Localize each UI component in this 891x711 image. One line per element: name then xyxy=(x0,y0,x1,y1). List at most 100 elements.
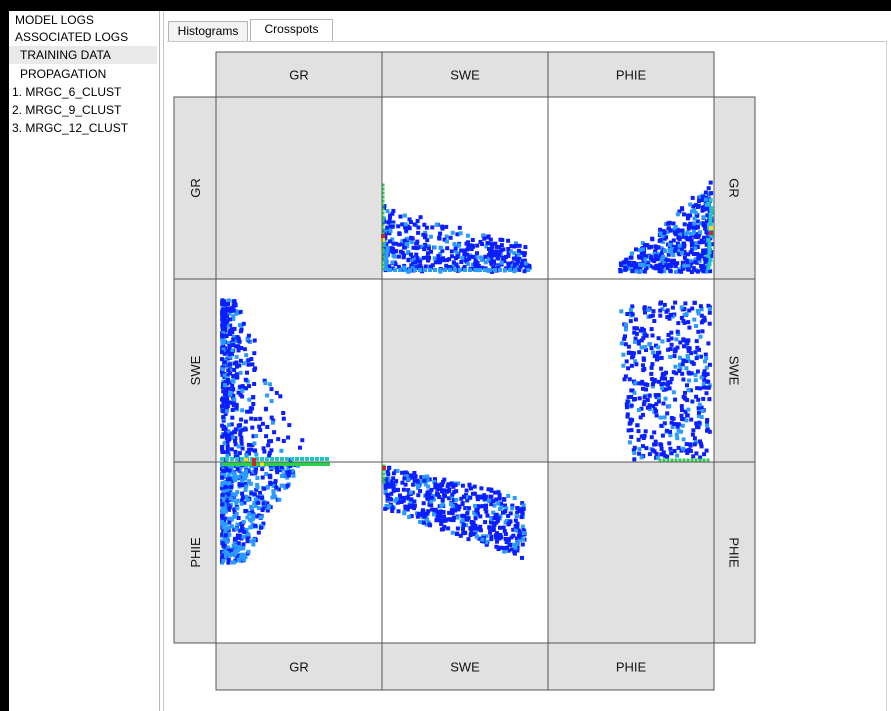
scatter-point xyxy=(704,391,709,396)
scatter-point xyxy=(221,465,226,470)
scatter-point xyxy=(383,235,388,240)
scatter-point xyxy=(648,264,653,269)
scatter-point xyxy=(475,494,480,499)
scatter-point xyxy=(632,330,637,335)
scatter-point xyxy=(463,506,468,511)
scatter-point xyxy=(252,501,257,506)
scatter-point xyxy=(691,266,696,271)
scatter-point xyxy=(226,557,231,562)
scatter-point xyxy=(455,232,460,237)
scatter-point xyxy=(222,360,227,365)
sidebar-item-mrgc-9-clust[interactable]: 2. MRGC_9_CLUST xyxy=(12,103,122,117)
scatter-point xyxy=(426,244,431,249)
scatter-point xyxy=(643,254,647,259)
scatter-point xyxy=(326,462,330,466)
scatter-point xyxy=(704,448,709,453)
scatter-point xyxy=(677,252,682,257)
scatter-point xyxy=(632,265,637,270)
scatter-point xyxy=(402,253,406,258)
scatter-point xyxy=(420,510,425,515)
scatter-point xyxy=(245,515,250,520)
scatter-point xyxy=(429,249,433,254)
scatter-point xyxy=(424,474,429,479)
scatter-point xyxy=(661,450,666,455)
scatter-point xyxy=(680,228,684,233)
scatter-point xyxy=(457,243,462,248)
scatter-point xyxy=(508,268,512,272)
scatter-point xyxy=(685,237,690,242)
scatter-point xyxy=(667,263,672,267)
scatter-point xyxy=(669,250,674,255)
sidebar-item-mrgc-12-clust[interactable]: 3. MRGC_12_CLUST xyxy=(12,121,129,135)
scatter-point xyxy=(444,489,449,494)
scatter-point xyxy=(234,527,239,532)
scatter-point xyxy=(665,308,670,313)
scatter-point xyxy=(409,514,414,519)
scatter-point xyxy=(675,329,680,334)
scatter-point xyxy=(659,443,664,448)
right-header-band xyxy=(713,96,756,644)
scatter-point xyxy=(689,209,694,214)
scatter-point xyxy=(245,336,250,341)
scatter-point xyxy=(699,405,704,410)
crossplot-cell-phie-vs-gr xyxy=(216,462,382,643)
scatter-point xyxy=(238,482,243,487)
tab-histograms[interactable]: Histograms xyxy=(168,21,248,41)
scatter-point xyxy=(659,376,664,381)
scatter-point xyxy=(231,343,236,347)
scatter-point xyxy=(221,418,226,423)
scatter-point xyxy=(639,345,644,350)
scatter-point xyxy=(686,359,691,364)
scatter-point xyxy=(281,439,286,443)
scatter-point xyxy=(694,356,699,361)
scatter-point xyxy=(396,254,401,259)
scatter-point xyxy=(235,364,239,369)
sidebar-splitter[interactable] xyxy=(163,11,164,711)
scatter-point xyxy=(381,251,385,255)
scatter-point xyxy=(405,507,410,512)
scatter-point xyxy=(233,543,238,548)
scatter-point xyxy=(241,471,246,476)
scatter-point xyxy=(386,496,391,501)
scatter-point xyxy=(246,442,251,447)
sidebar-item-mrgc-6-clust[interactable]: 1. MRGC_6_CLUST xyxy=(12,85,122,99)
sidebar-item-propagation[interactable]: PROPAGATION xyxy=(20,67,107,81)
sidebar-item-associated-logs[interactable]: ASSOCIATED LOGS xyxy=(15,30,129,44)
scatter-point xyxy=(398,495,402,500)
scatter-point xyxy=(496,490,501,495)
scatter-point xyxy=(234,462,238,466)
scatter-point xyxy=(657,269,662,273)
scatter-point xyxy=(681,446,686,451)
scatter-point xyxy=(485,513,490,518)
scatter-point xyxy=(228,496,233,501)
scatter-point xyxy=(696,414,701,418)
scatter-point xyxy=(436,257,441,262)
scatter-point xyxy=(227,434,232,439)
scatter-point xyxy=(473,523,478,528)
scatter-point xyxy=(470,243,475,248)
scatter-point xyxy=(693,210,698,215)
scatter-point xyxy=(520,542,525,547)
scatter-point xyxy=(273,494,278,499)
scatter-point xyxy=(506,514,511,518)
scatter-point xyxy=(641,262,646,267)
scatter-point xyxy=(684,359,689,363)
right-label-gr: GR xyxy=(727,178,742,198)
scatter-point xyxy=(220,502,225,507)
sidebar-item-training-data[interactable]: TRAINING DATA xyxy=(9,46,157,64)
scatter-point xyxy=(677,209,682,214)
scatter-point xyxy=(672,422,677,426)
scatter-point xyxy=(697,347,701,352)
scatter-point xyxy=(691,204,696,209)
scatter-point xyxy=(693,378,698,383)
sidebar-item-model-logs[interactable]: MODEL LOGS xyxy=(15,13,94,27)
scatter-point xyxy=(239,435,244,440)
scatter-point xyxy=(391,471,396,476)
scatter-point xyxy=(244,453,249,458)
scatter-point xyxy=(649,371,654,376)
scatter-point xyxy=(631,351,636,356)
scatter-point xyxy=(466,506,471,511)
scatter-point xyxy=(383,506,388,511)
scatter-point xyxy=(671,253,676,257)
tab-crosspots[interactable]: Crosspots xyxy=(250,19,333,41)
